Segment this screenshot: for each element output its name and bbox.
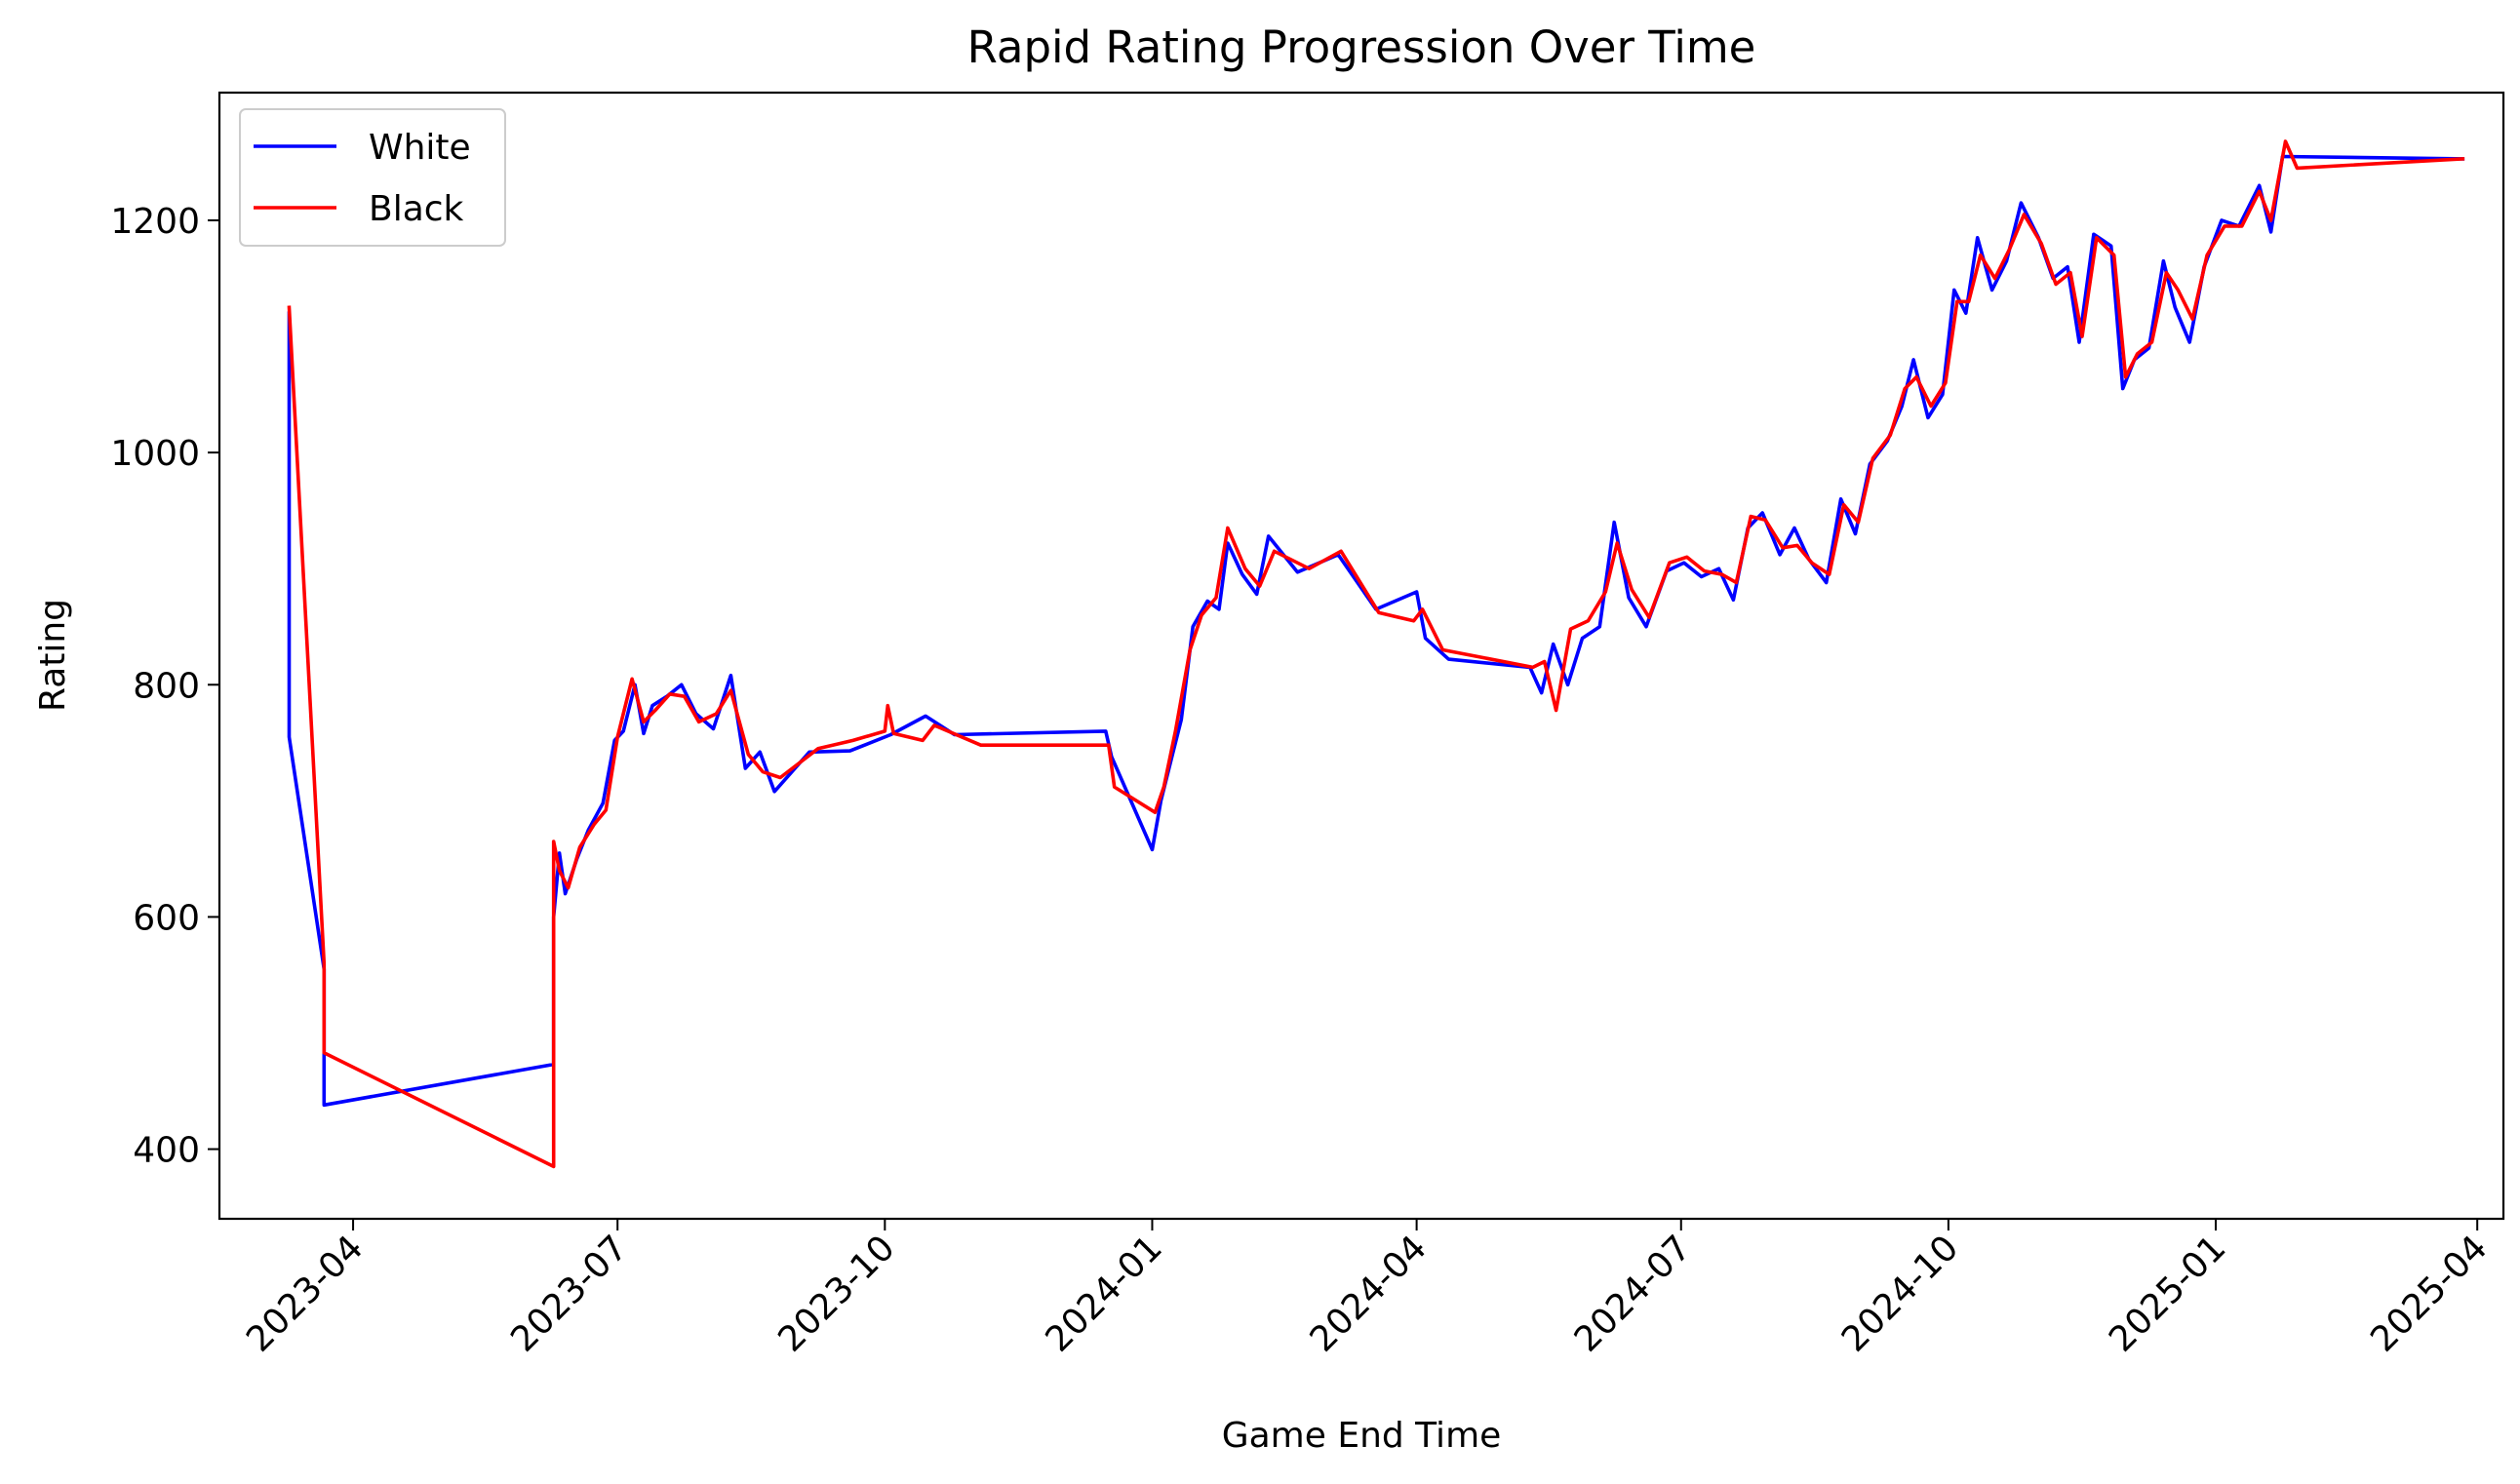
y-tick-label: 1000 [110, 434, 200, 474]
legend-frame [239, 108, 506, 247]
y-tick-label: 600 [133, 898, 200, 938]
legend: White Black [239, 108, 506, 247]
legend-label-white: White [369, 128, 471, 168]
y-tick-label: 800 [133, 666, 200, 706]
chart-title: Rapid Rating Progression Over Time [967, 21, 1756, 73]
series-line-black [287, 139, 2465, 1169]
series-layer [287, 139, 2465, 1169]
x-axis-label: Game End Time [1222, 1416, 1502, 1456]
y-axis-ticks: 400 600 800 1000 1200 [110, 202, 219, 1171]
y-axis-label: Rating [33, 599, 73, 712]
legend-label-black: Black [369, 189, 464, 229]
y-tick-label: 1200 [110, 202, 200, 242]
series-line-white [287, 154, 2465, 1108]
y-tick-label: 400 [133, 1131, 200, 1171]
plot-frame [217, 91, 2505, 1221]
